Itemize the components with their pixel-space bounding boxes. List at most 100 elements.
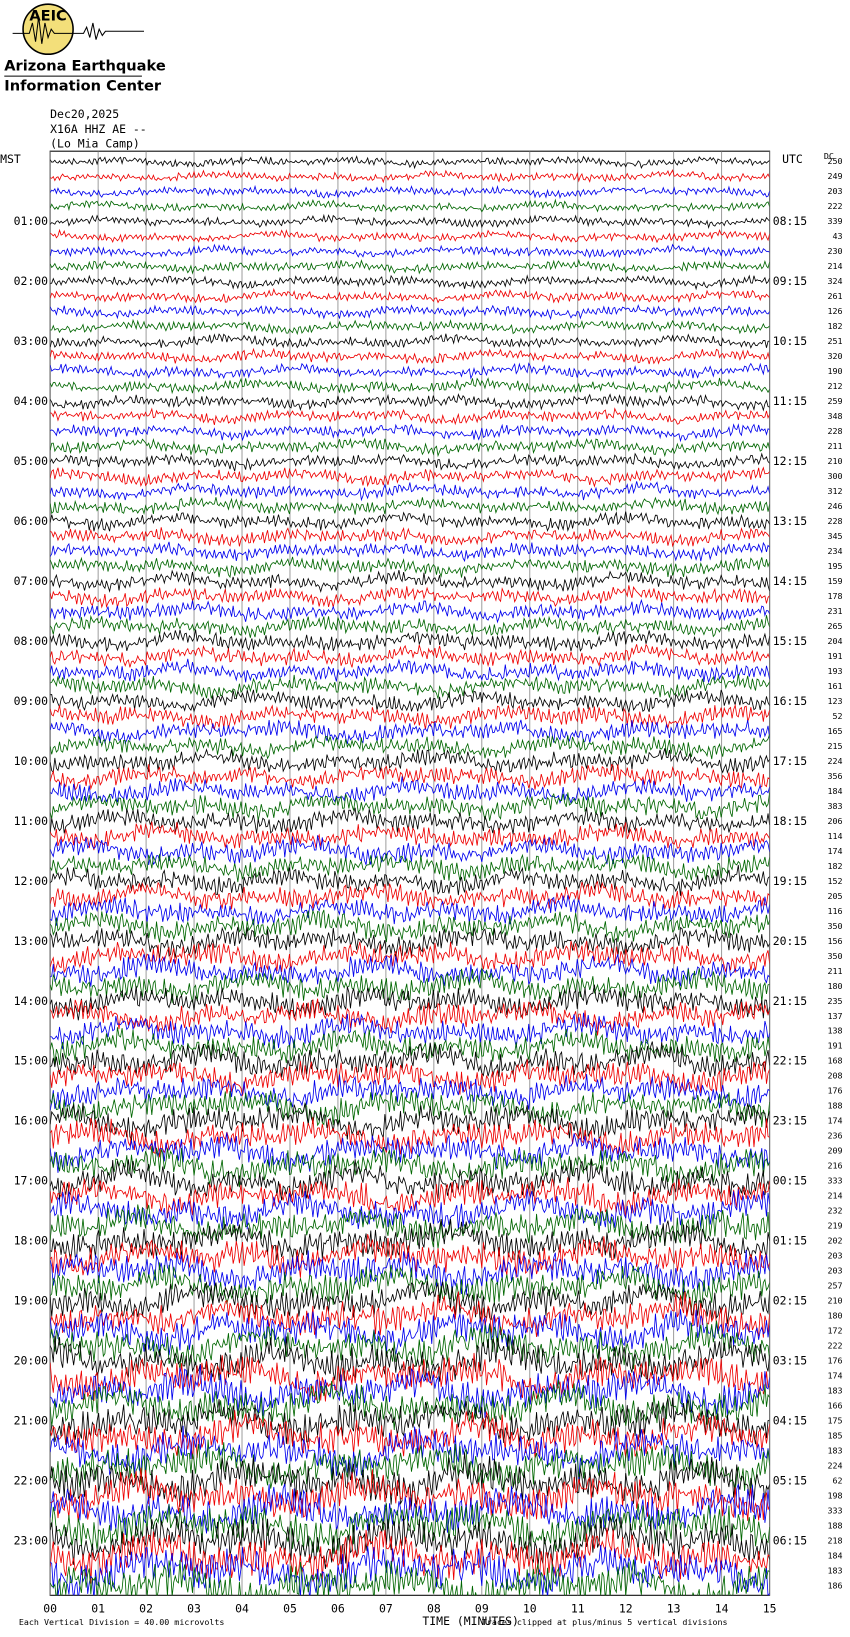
dc-value: 191: [828, 651, 843, 661]
date: Dec20,2025: [50, 107, 119, 121]
dc-value: 137: [828, 1011, 843, 1021]
trace: [50, 614, 770, 638]
dc-value: 165: [828, 726, 843, 736]
dc-value: 205: [828, 891, 843, 901]
dc-value: 236: [828, 1131, 843, 1141]
mst-hour: 05:00: [14, 454, 49, 468]
dc-value: 203: [828, 1251, 843, 1261]
trace: [50, 895, 770, 926]
dc-value: 161: [828, 681, 843, 691]
trace: [50, 1365, 770, 1418]
trace: [50, 452, 770, 472]
trace: [50, 1483, 770, 1535]
mst-hour: 01:00: [14, 214, 49, 228]
x-tick-label: 07: [379, 1601, 393, 1615]
dc-value: 182: [828, 861, 843, 871]
x-tick-label: 14: [715, 1601, 729, 1615]
station: X16A HHZ AE --: [50, 122, 147, 136]
trace: [50, 792, 770, 821]
utc-hour: 19:15: [773, 874, 807, 888]
dc-value: 231: [828, 606, 843, 616]
mst-hour: 03:00: [14, 334, 49, 348]
trace: [50, 362, 770, 380]
trace: [50, 865, 770, 896]
x-tick-label: 02: [139, 1601, 153, 1615]
x-tick-label: 13: [667, 1601, 681, 1615]
trace: [50, 954, 770, 987]
x-tick-label: 04: [235, 1601, 249, 1615]
dc-value: 250: [828, 156, 843, 166]
dc-value: 224: [828, 756, 843, 766]
dc-value: 265: [828, 621, 843, 631]
trace: [50, 1117, 770, 1158]
dc-value: 193: [828, 666, 843, 676]
trace: [50, 377, 770, 395]
trace: [50, 1012, 770, 1050]
trace: [50, 853, 770, 883]
trace: [50, 527, 770, 548]
trace: [50, 629, 770, 653]
dc-value: 235: [828, 996, 843, 1006]
dc-value: 216: [828, 1161, 843, 1171]
trace: [50, 437, 770, 458]
trace: [50, 1559, 770, 1596]
dc-value: 261: [828, 291, 843, 301]
utc-hour: 09:15: [773, 274, 807, 288]
trace: [50, 835, 770, 866]
dc-value: 300: [828, 471, 843, 481]
trace: [50, 1218, 770, 1263]
trace: [50, 585, 770, 609]
trace: [50, 1041, 770, 1078]
trace: [50, 169, 770, 184]
dc-value: 206: [828, 816, 843, 826]
dc-value: 230: [828, 246, 843, 256]
dc-value: 159: [828, 576, 843, 586]
trace: [50, 807, 770, 835]
trace: [50, 1177, 770, 1219]
trace: [50, 155, 770, 170]
trace: [50, 984, 770, 1021]
dc-value: 184: [828, 1551, 843, 1561]
mst-hour: 02:00: [14, 274, 49, 288]
trace: [50, 1188, 770, 1230]
utc-hour: 16:15: [773, 694, 807, 708]
trace: [50, 1309, 770, 1357]
dc-value: 182: [828, 321, 843, 331]
trace: [50, 1467, 770, 1523]
utc-hour: 22:15: [773, 1054, 807, 1068]
trace: [50, 776, 770, 805]
dc-value: 215: [828, 741, 843, 751]
mst-hour: 16:00: [14, 1114, 49, 1128]
dc-value: 114: [828, 831, 843, 841]
dc-value: 203: [828, 186, 843, 196]
trace: [50, 909, 770, 943]
trace: [50, 1102, 770, 1142]
trace: [50, 198, 770, 213]
mst-label: MST: [0, 152, 21, 166]
trace: [50, 569, 770, 593]
dc-value: 185: [828, 1431, 843, 1441]
mst-hour: 17:00: [14, 1174, 49, 1188]
dc-value: 204: [828, 636, 843, 646]
dc-value: 43: [833, 231, 843, 241]
dc-value: 228: [828, 516, 843, 526]
dc-value: 183: [828, 1566, 843, 1576]
mst-hour: 12:00: [14, 874, 49, 888]
trace: [50, 1439, 770, 1493]
x-tick-label: 08: [427, 1601, 441, 1615]
trace: [50, 1158, 770, 1201]
trace: [50, 719, 770, 745]
dc-value: 234: [828, 546, 843, 556]
dc-value: 333: [828, 1506, 843, 1516]
dc-value: 178: [828, 591, 843, 601]
utc-hour: 05:15: [773, 1474, 807, 1488]
dc-value: 214: [828, 1191, 843, 1201]
trace: [50, 998, 770, 1036]
trace: [50, 258, 770, 275]
mst-hour: 04:00: [14, 394, 49, 408]
x-tick-label: 11: [571, 1601, 585, 1615]
trace: [50, 1146, 770, 1188]
mst-hour: 06:00: [14, 514, 49, 528]
trace: [50, 880, 770, 910]
trace: [50, 318, 770, 336]
